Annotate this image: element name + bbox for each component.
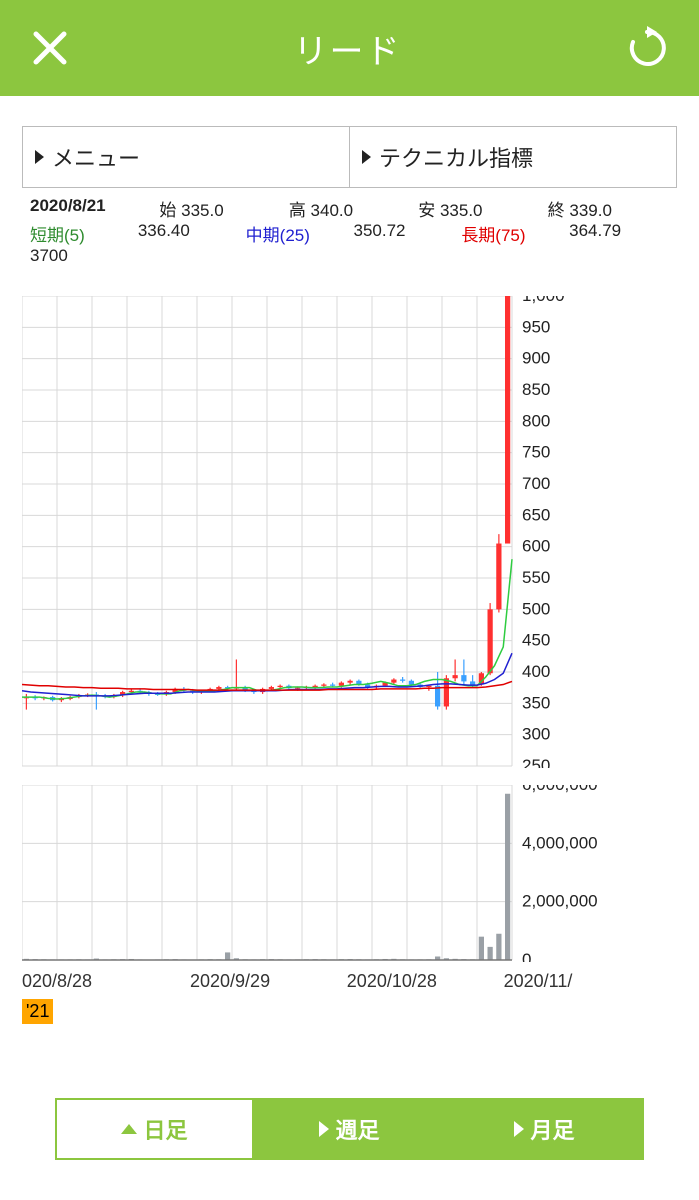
svg-text:500: 500 xyxy=(522,599,550,618)
highlight-fragment: '21 xyxy=(22,999,53,1024)
x-tick-label: 2020/9/29 xyxy=(190,971,270,992)
svg-text:850: 850 xyxy=(522,380,550,399)
svg-text:0: 0 xyxy=(522,950,531,962)
svg-text:250: 250 xyxy=(522,756,550,768)
app-header: リード xyxy=(0,0,699,96)
svg-text:800: 800 xyxy=(522,411,550,430)
technical-label: テクニカル指標 xyxy=(379,141,533,173)
x-tick-label: 020/8/28 xyxy=(22,971,92,992)
svg-text:400: 400 xyxy=(522,662,550,681)
tab-weekly[interactable]: 週足 xyxy=(252,1100,447,1158)
volume-chart[interactable]: 0 2,000,000 4,000,000 6,000,000 xyxy=(22,785,699,967)
svg-text:4,000,000: 4,000,000 xyxy=(522,833,598,852)
svg-text:300: 300 xyxy=(522,725,550,744)
ma-long-label: 長期(75) xyxy=(461,226,525,245)
ma-long-value: 364.79 xyxy=(569,221,677,246)
ohlc-high: 高 340.0 xyxy=(289,196,418,221)
price-chart[interactable]: 250 300 350 400 450 500 550 600 650 700 750 800 850 9… xyxy=(22,296,699,773)
svg-text:1,000: 1,000 xyxy=(522,296,565,305)
technical-indicator-button[interactable]: テクニカル指標 xyxy=(350,127,676,187)
svg-text:600: 600 xyxy=(522,537,550,556)
ohlc-info: 2020/8/21 始 335.0 高 340.0 安 335.0 終 339.… xyxy=(30,196,677,266)
svg-text:550: 550 xyxy=(522,568,550,587)
ma-short-label: 短期(5) xyxy=(30,226,85,245)
svg-text:750: 750 xyxy=(522,443,550,462)
tab-label: 月足 xyxy=(530,1113,574,1145)
price-chart-svg: 250 300 350 400 450 500 550 600 650 700 750 800 850 9… xyxy=(22,296,692,768)
reload-icon[interactable] xyxy=(625,26,669,70)
svg-text:2,000,000: 2,000,000 xyxy=(522,892,598,911)
svg-text:650: 650 xyxy=(522,505,550,524)
menu-label: メニュー xyxy=(52,141,140,173)
chart-menu-row: メニュー テクニカル指標 xyxy=(22,126,677,188)
svg-text:700: 700 xyxy=(522,474,550,493)
menu-button[interactable]: メニュー xyxy=(23,127,350,187)
chevron-right-icon xyxy=(35,150,44,164)
chevron-right-icon xyxy=(514,1121,524,1137)
ohlc-open: 始 335.0 xyxy=(159,196,288,221)
ohlc-low: 安 335.0 xyxy=(418,196,547,221)
chevron-up-icon xyxy=(121,1124,137,1134)
timeframe-tabs: 日足 週足 月足 xyxy=(55,1098,644,1160)
svg-text:350: 350 xyxy=(522,693,550,712)
volume-value: 3700 xyxy=(30,246,677,266)
volume-chart-svg: 0 2,000,000 4,000,000 6,000,000 xyxy=(22,785,699,962)
ma-short-value: 336.40 xyxy=(138,221,246,246)
svg-text:950: 950 xyxy=(522,317,550,336)
tab-label: 週足 xyxy=(335,1113,379,1145)
tab-daily[interactable]: 日足 xyxy=(57,1100,252,1158)
svg-text:900: 900 xyxy=(522,349,550,368)
tab-label: 日足 xyxy=(143,1113,187,1145)
close-icon[interactable] xyxy=(30,28,70,68)
svg-text:6,000,000: 6,000,000 xyxy=(522,785,598,794)
ohlc-date: 2020/8/21 xyxy=(30,196,159,221)
svg-text:450: 450 xyxy=(522,631,550,650)
ohlc-close: 終 339.0 xyxy=(548,196,677,221)
x-tick-label: 2020/11/ xyxy=(504,971,573,992)
page-title: リード xyxy=(294,24,402,73)
tab-monthly[interactable]: 月足 xyxy=(447,1100,642,1158)
chevron-right-icon xyxy=(362,150,371,164)
x-axis-labels: 020/8/28 2020/9/29 2020/10/28 2020/11/ xyxy=(22,971,582,995)
chevron-right-icon xyxy=(319,1121,329,1137)
ma-mid-label: 中期(25) xyxy=(246,226,310,245)
ma-mid-value: 350.72 xyxy=(353,221,461,246)
x-tick-label: 2020/10/28 xyxy=(347,971,437,992)
